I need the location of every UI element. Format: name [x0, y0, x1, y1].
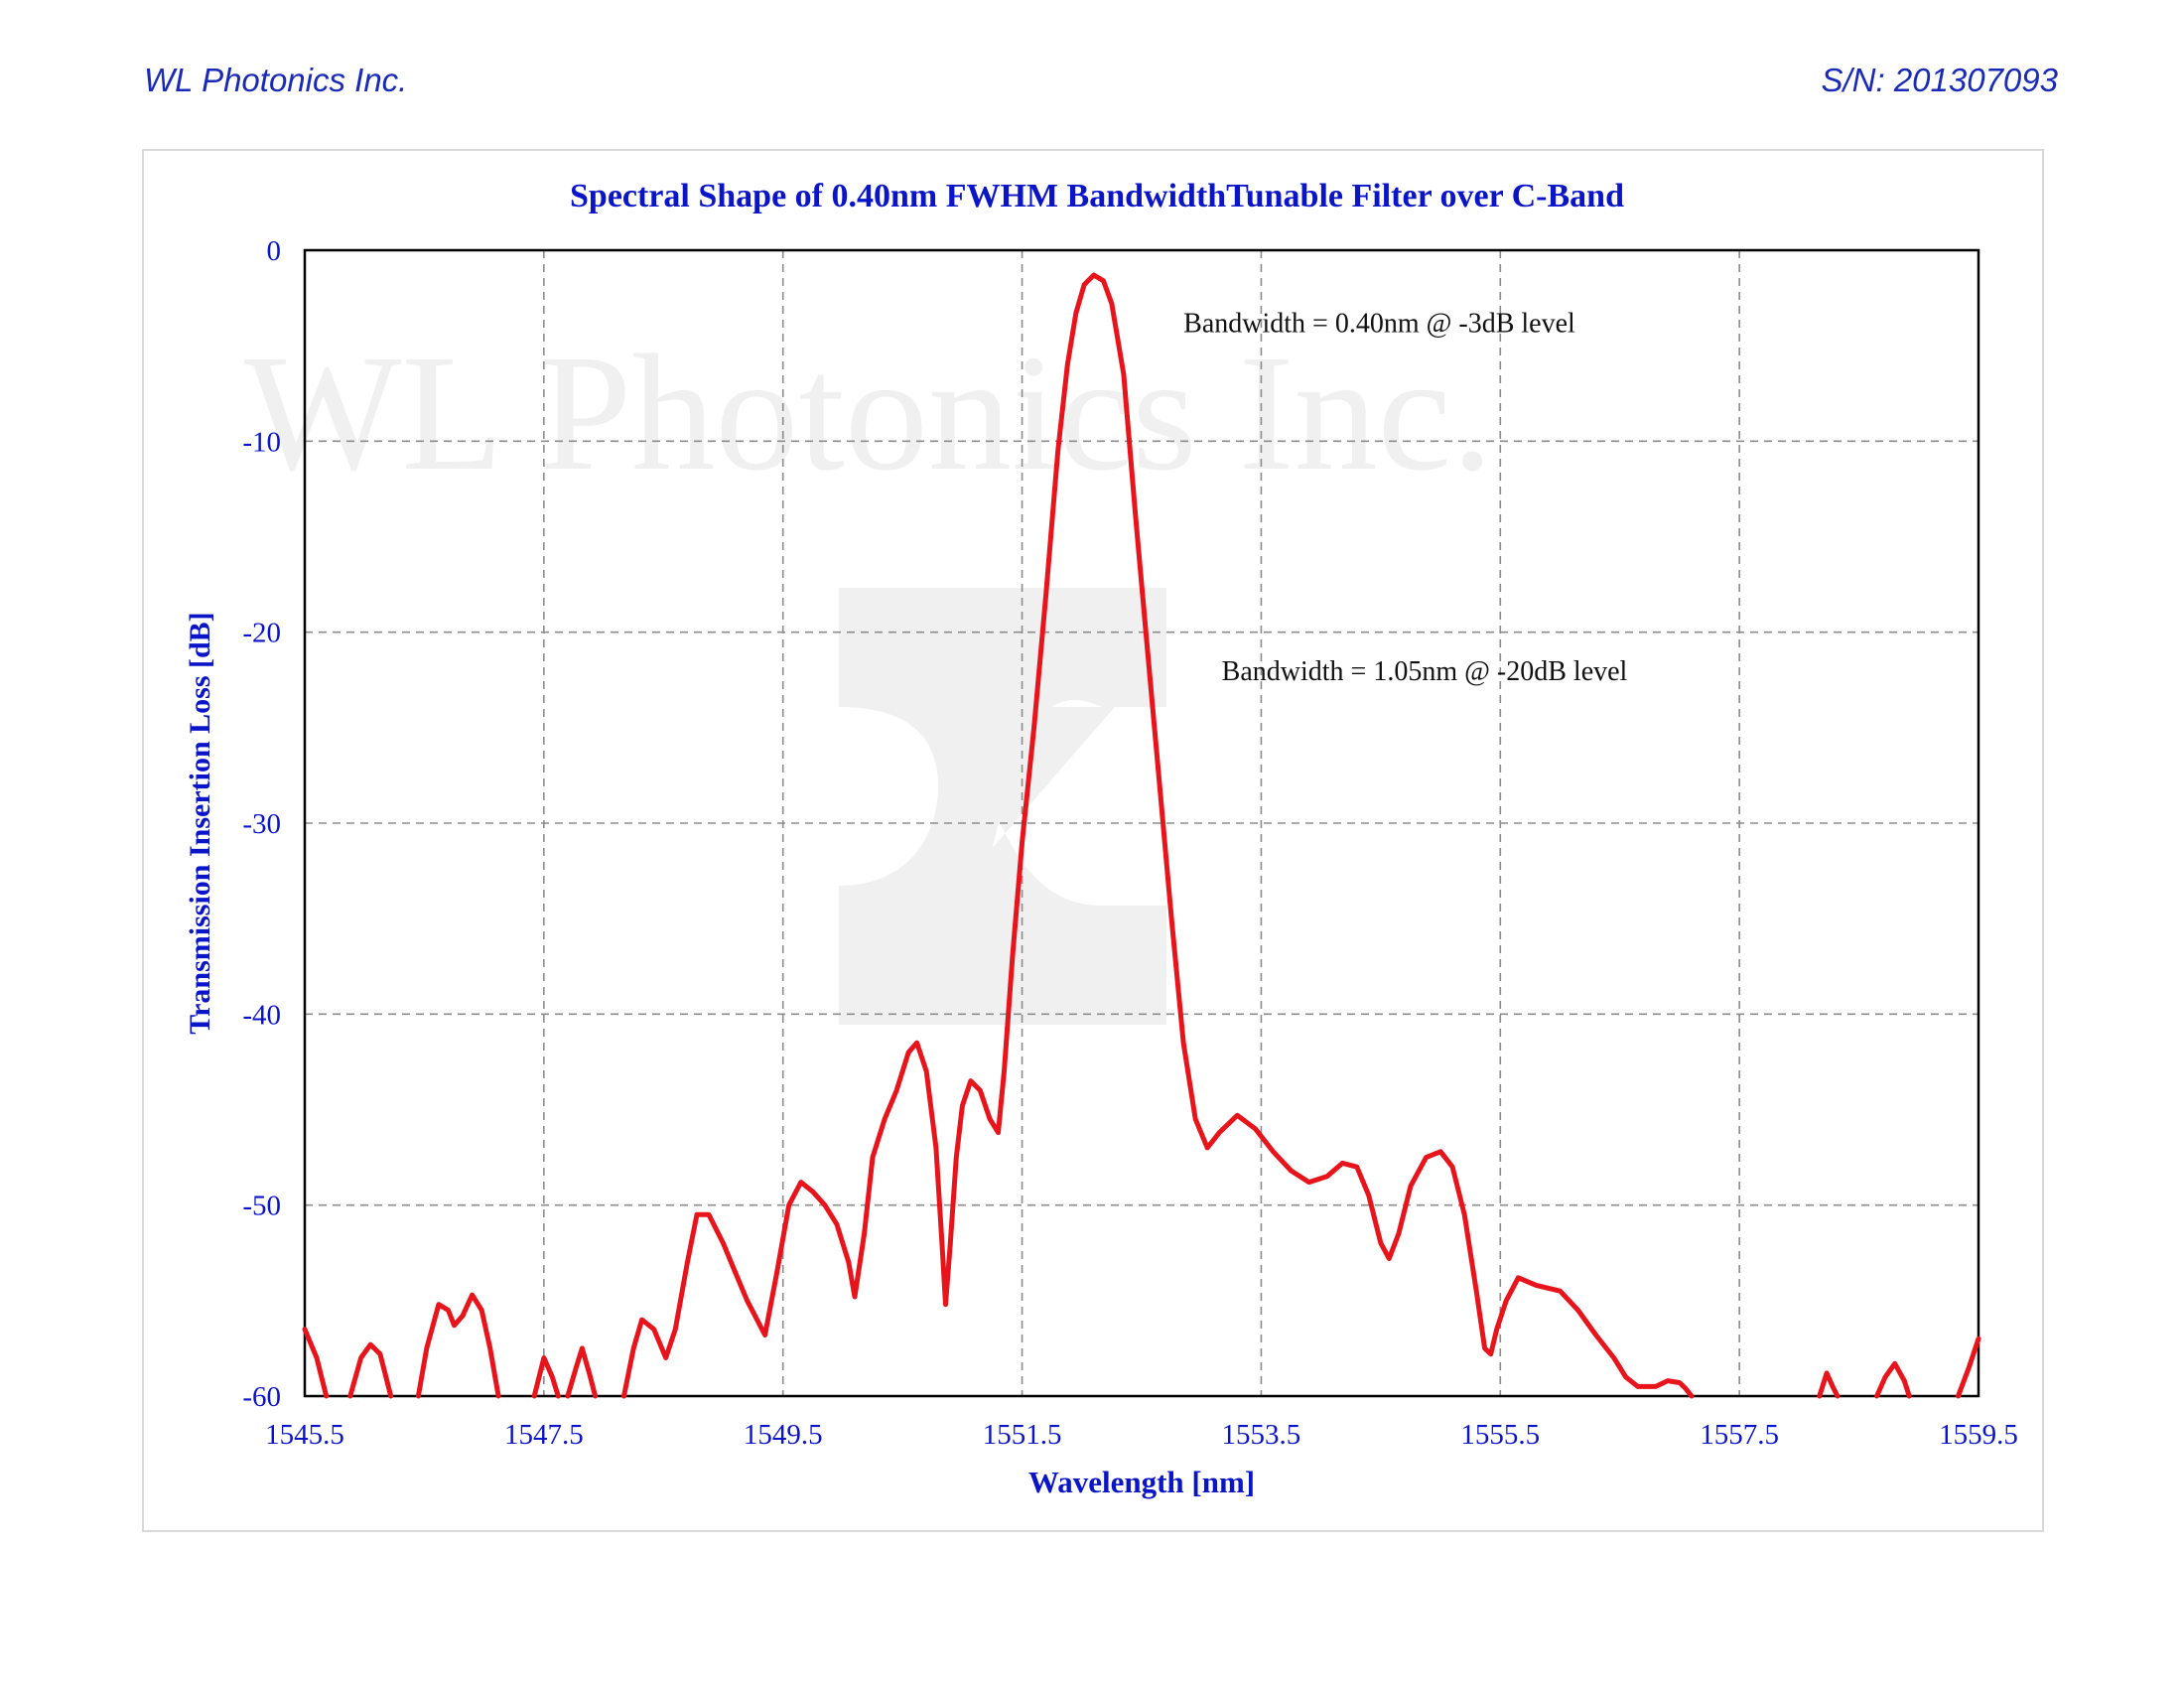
company-name: WL Photonics Inc.: [144, 62, 408, 98]
y-tick-label: -60: [242, 1381, 281, 1413]
x-axis-label: Wavelength [nm]: [1028, 1465, 1255, 1499]
y-tick-label: -30: [242, 808, 281, 840]
y-tick-label: -20: [242, 618, 281, 649]
spectrum-line-segment: [415, 1292, 501, 1399]
spectrum-line-segment: [347, 1341, 394, 1399]
spectrum-line-segment: [565, 1345, 599, 1399]
spectrum-line-segment: [302, 1327, 330, 1399]
spectrum-chart: WL Photonics Inc. 1545.5 1547.5 1549.5 1551…: [184, 178, 2018, 1499]
watermark-logo: [839, 588, 1166, 1025]
chart-frame: WL Photonics Inc. 1545.5 1547.5 1549.5 1551…: [142, 149, 2044, 1532]
line-layer: [302, 272, 1981, 1399]
plot-border: [303, 248, 1980, 1398]
tick-layer: 1545.5 1547.5 1549.5 1551.5 1553.5 1555.5 1557…: [242, 235, 2018, 1451]
watermark-text: WL Photonics Inc.: [244, 321, 1493, 505]
y-tick-label: -10: [242, 426, 281, 458]
annotation-20db: Bandwidth = 1.05nm @ -20dB level: [1222, 656, 1628, 687]
watermark-layer: WL Photonics Inc.: [244, 321, 1493, 1025]
spectrum-line-segment: [1956, 1336, 1981, 1399]
x-tick-label: 1559.5: [1939, 1419, 2018, 1451]
spectrum-line-segment: [531, 1355, 561, 1399]
x-tick-label: 1545.5: [265, 1419, 344, 1451]
x-tick-label: 1557.5: [1700, 1419, 1779, 1451]
y-tick-label: -40: [242, 999, 281, 1031]
x-tick-label: 1555.5: [1460, 1419, 1540, 1451]
y-tick-label: -50: [242, 1191, 281, 1222]
chart-title: Spectral Shape of 0.40nm FWHM BandwidthT…: [570, 178, 1624, 214]
x-tick-label: 1549.5: [744, 1419, 823, 1451]
serial-number: S/N: 201307093: [1821, 62, 2058, 98]
x-tick-label: 1547.5: [504, 1419, 584, 1451]
spectrum-line-segment: [1817, 1370, 1841, 1399]
x-tick-label: 1551.5: [983, 1419, 1062, 1451]
x-tick-label: 1553.5: [1222, 1419, 1301, 1451]
annotation-3db: Bandwidth = 0.40nm @ -3dB level: [1183, 309, 1575, 340]
spectrum-line-segment: [621, 272, 1695, 1399]
y-axis-label: Transmission Insertion Loss [dB]: [184, 612, 216, 1034]
spectrum-line-segment: [1874, 1360, 1912, 1399]
y-tick-label: 0: [267, 235, 282, 267]
